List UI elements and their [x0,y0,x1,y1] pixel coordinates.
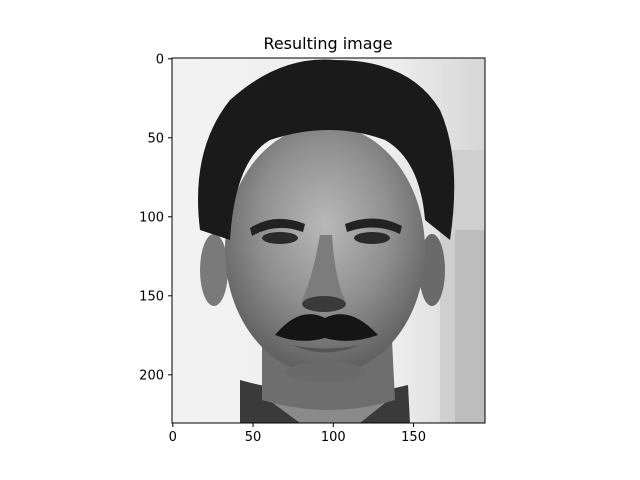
x-tick-label: 100 [321,430,346,445]
x-tick-label: 0 [169,430,177,445]
y-tick-label: 50 [147,131,164,146]
chart-title: Resulting image [263,34,392,53]
x-tick-label: 150 [401,430,426,445]
axis-ticks: 0 50 100 150 0 50 100 150 200 [139,52,426,445]
face-image [172,58,485,423]
y-tick-label: 200 [139,368,164,383]
y-tick-label: 150 [139,289,164,304]
axes-frame [171,57,486,424]
x-tick-label: 50 [245,430,262,445]
y-tick-label: 0 [156,52,164,67]
y-tick-label: 100 [139,210,164,225]
